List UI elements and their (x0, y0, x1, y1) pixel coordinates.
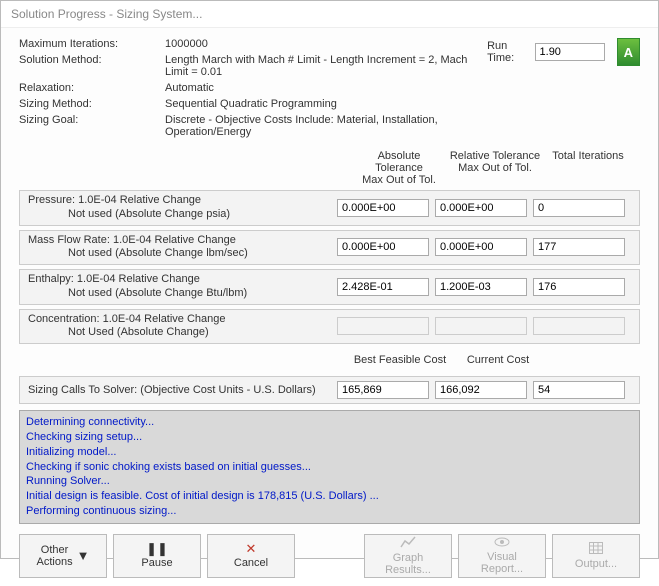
cancel-icon: ✕ (246, 542, 257, 555)
sizing-current[interactable] (435, 381, 527, 399)
other-actions-button[interactable]: Other Actions ▼ (19, 534, 107, 578)
solmethod-value: Length March with Mach # Limit - Length … (165, 54, 487, 78)
solmethod-label: Solution Method: (19, 54, 159, 78)
graph-results-button[interactable]: Graph Results... (364, 534, 452, 578)
param-row-pressure: Pressure: 1.0E-04 Relative Change Not us… (19, 190, 640, 226)
top-row: Maximum Iterations: 1000000 Solution Met… (19, 38, 640, 138)
enthalpy-rel[interactable] (435, 278, 527, 296)
sizing-row: Sizing Calls To Solver: (Objective Cost … (19, 376, 640, 404)
relax-value: Automatic (165, 82, 487, 94)
runtime-label: Run Time: (487, 40, 528, 64)
pressure-rel[interactable] (435, 199, 527, 217)
log-line: Performing continuous sizing... (26, 504, 633, 519)
sizing-best[interactable] (337, 381, 429, 399)
hdr-rel-tol: Relative Tolerance Max Out of Tol. (447, 150, 543, 186)
concentration-abs[interactable] (337, 317, 429, 335)
sizemethod-value: Sequential Quadratic Programming (165, 98, 487, 110)
hdr-current-cost: Current Cost (449, 354, 547, 366)
window-content: Maximum Iterations: 1000000 Solution Met… (1, 28, 658, 586)
pressure-iter[interactable] (533, 199, 625, 217)
massflow-rel[interactable] (435, 238, 527, 256)
visual-report-label: Visual Report... (465, 551, 539, 575)
concentration-label-sub: Not Used (Absolute Change) (28, 326, 337, 340)
app-logo-icon: A (617, 38, 640, 66)
pause-button[interactable]: ❚❚ Pause (113, 534, 201, 578)
eye-icon (494, 536, 510, 549)
sizegoal-value: Discrete - Objective Costs Include: Mate… (165, 114, 487, 138)
sizemethod-label: Sizing Method: (19, 98, 159, 110)
sizing-calls[interactable] (533, 381, 625, 399)
sizegoal-label: Sizing Goal: (19, 114, 159, 138)
chart-icon (400, 536, 416, 550)
enthalpy-label-sub: Not used (Absolute Change Btu/lbm) (28, 287, 337, 301)
runtime-input[interactable] (535, 43, 605, 61)
cancel-button[interactable]: ✕ Cancel (207, 534, 295, 578)
massflow-label-main: Mass Flow Rate: 1.0E-04 Relative Change (28, 234, 236, 246)
visual-report-button[interactable]: Visual Report... (458, 534, 546, 578)
max-iter-label: Maximum Iterations: (19, 38, 159, 50)
runtime-group: Run Time: A (487, 38, 640, 66)
log-line: Determining connectivity... (26, 415, 633, 430)
concentration-iter[interactable] (533, 317, 625, 335)
log-line: Initial design is feasible. Cost of init… (26, 489, 633, 504)
max-iter-value: 1000000 (165, 38, 487, 50)
info-grid: Maximum Iterations: 1000000 Solution Met… (19, 38, 487, 138)
param-row-concentration: Concentration: 1.0E-04 Relative Change N… (19, 309, 640, 345)
output-button[interactable]: Output... (552, 534, 640, 578)
log-line: Initializing model... (26, 445, 633, 460)
concentration-rel[interactable] (435, 317, 527, 335)
enthalpy-label-main: Enthalpy: 1.0E-04 Relative Change (28, 273, 200, 285)
graph-results-label: Graph Results... (371, 552, 445, 576)
log-line: Checking sizing setup... (26, 430, 633, 445)
concentration-label-main: Concentration: 1.0E-04 Relative Change (28, 313, 226, 325)
param-row-massflow: Mass Flow Rate: 1.0E-04 Relative Change … (19, 230, 640, 266)
param-row-enthalpy: Enthalpy: 1.0E-04 Relative Change Not us… (19, 269, 640, 305)
hdr-total-iter: Total Iterations (543, 150, 633, 186)
chevron-down-icon: ▼ (77, 549, 90, 562)
button-row: Other Actions ▼ ❚❚ Pause ✕ Cancel Graph … (19, 534, 640, 578)
cancel-label: Cancel (234, 557, 268, 569)
relax-label: Relaxation: (19, 82, 159, 94)
grid-icon (589, 542, 603, 556)
pause-icon: ❚❚ (146, 542, 168, 555)
log-box[interactable]: Determining connectivity... Checking siz… (19, 410, 640, 524)
pressure-label-main: Pressure: 1.0E-04 Relative Change (28, 194, 201, 206)
solution-progress-window: Solution Progress - Sizing System... Max… (0, 0, 659, 559)
log-line: Running Solver... (26, 474, 633, 489)
param-headers: Absolute Tolerance Max Out of Tol. Relat… (19, 150, 640, 186)
pressure-label-sub: Not used (Absolute Change psia) (28, 208, 337, 222)
enthalpy-abs[interactable] (337, 278, 429, 296)
other-actions-label: Other Actions (37, 544, 73, 568)
pressure-abs[interactable] (337, 199, 429, 217)
pause-label: Pause (141, 557, 172, 569)
massflow-label-sub: Not used (Absolute Change lbm/sec) (28, 247, 337, 261)
massflow-abs[interactable] (337, 238, 429, 256)
hdr-abs-tol: Absolute Tolerance Max Out of Tol. (351, 150, 447, 186)
sizing-label: Sizing Calls To Solver: (Objective Cost … (28, 384, 337, 396)
window-title: Solution Progress - Sizing System... (1, 1, 658, 28)
enthalpy-iter[interactable] (533, 278, 625, 296)
massflow-iter[interactable] (533, 238, 625, 256)
output-label: Output... (575, 558, 617, 570)
log-line: Checking if sonic choking exists based o… (26, 460, 633, 475)
cost-headers: Best Feasible Cost Current Cost (19, 354, 640, 366)
hdr-best-cost: Best Feasible Cost (351, 354, 449, 366)
